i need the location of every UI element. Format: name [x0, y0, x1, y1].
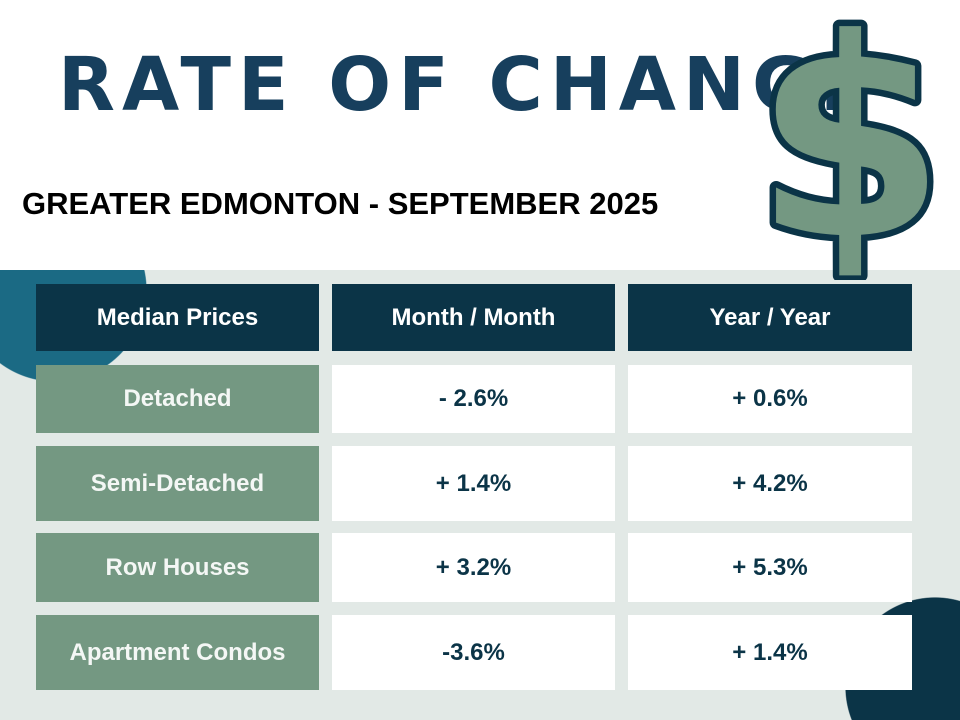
- header-month-month: Month / Month: [332, 284, 615, 351]
- year-change: + 4.2%: [628, 446, 912, 521]
- header-year-year: Year / Year: [628, 284, 912, 351]
- month-change: -3.6%: [332, 615, 615, 690]
- page-subtitle: GREATER EDMONTON - SEPTEMBER 2025: [22, 186, 659, 221]
- row-label: Detached: [36, 365, 319, 433]
- row-label: Row Houses: [36, 533, 319, 602]
- page-title: RATE OF CHANGE: [58, 42, 878, 128]
- dollar-sign-icon: $: [748, 0, 952, 280]
- month-change: + 1.4%: [332, 446, 615, 521]
- row-label: Apartment Condos: [36, 615, 319, 690]
- year-change: + 0.6%: [628, 365, 912, 433]
- row-label: Semi-Detached: [36, 446, 319, 521]
- month-change: - 2.6%: [332, 365, 615, 433]
- svg-text:$: $: [754, 0, 945, 280]
- year-change: + 5.3%: [628, 533, 912, 602]
- year-change: + 1.4%: [628, 615, 912, 690]
- month-change: + 3.2%: [332, 533, 615, 602]
- header-median-prices: Median Prices: [36, 284, 319, 351]
